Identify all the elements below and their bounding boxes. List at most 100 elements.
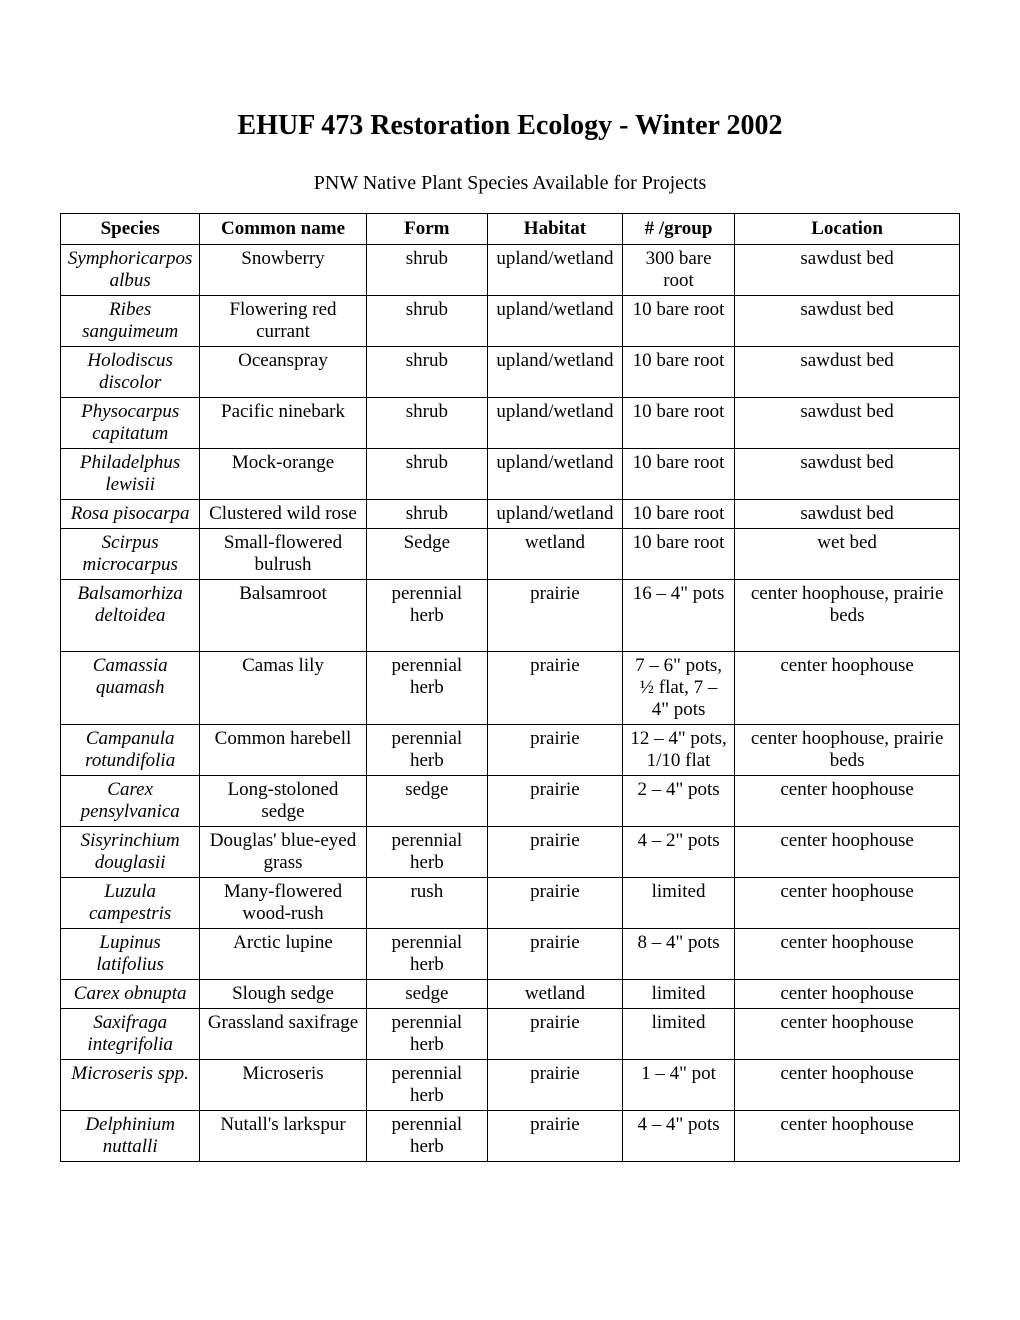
cell-location: wet bed [735,529,960,580]
cell-habitat: prairie [488,827,623,878]
cell-location: sawdust bed [735,347,960,398]
cell-habitat: prairie [488,929,623,980]
cell-location: center hoophouse [735,878,960,929]
cell-common: Common harebell [200,725,366,776]
cell-common: Camas lily [200,652,366,725]
cell-habitat: upland/wetland [488,398,623,449]
species-table: Species Common name Form Habitat # /grou… [60,213,960,1162]
header-num: # /group [622,214,734,245]
table-row: Scirpus microcarpusSmall-flowered bulrus… [61,529,960,580]
table-row: Saxifraga integrifoliaGrassland saxifrag… [61,1009,960,1060]
table-row: Delphinium nuttalliNutall's larkspurpere… [61,1111,960,1162]
cell-species: Philadelphus lewisii [61,449,200,500]
cell-num: limited [622,878,734,929]
cell-form: perennial herb [366,1060,487,1111]
cell-habitat: prairie [488,1111,623,1162]
header-habitat: Habitat [488,214,623,245]
cell-species: Campanula rotundifolia [61,725,200,776]
header-species: Species [61,214,200,245]
cell-form: shrub [366,347,487,398]
cell-num: 300 bare root [622,245,734,296]
cell-habitat: prairie [488,878,623,929]
cell-species: Lupinus latifolius [61,929,200,980]
table-row: Philadelphus lewisiiMock-orangeshrubupla… [61,449,960,500]
cell-form: rush [366,878,487,929]
cell-species: Luzula campestris [61,878,200,929]
cell-form: perennial herb [366,1111,487,1162]
cell-num: 1 – 4" pot [622,1060,734,1111]
cell-habitat: prairie [488,652,623,725]
cell-location: center hoophouse, prairie beds [735,580,960,652]
cell-common: Small-flowered bulrush [200,529,366,580]
cell-habitat: upland/wetland [488,245,623,296]
table-row: Campanula rotundifoliaCommon harebellper… [61,725,960,776]
cell-location: center hoophouse, prairie beds [735,725,960,776]
table-row: Holodiscus discolorOceansprayshrubupland… [61,347,960,398]
cell-species: Delphinium nuttalli [61,1111,200,1162]
cell-num: 4 – 2" pots [622,827,734,878]
cell-species: Physocarpus capitatum [61,398,200,449]
cell-form: shrub [366,245,487,296]
header-common: Common name [200,214,366,245]
cell-common: Flowering red currant [200,296,366,347]
cell-species: Balsamorhiza deltoidea [61,580,200,652]
cell-common: Grassland saxifrage [200,1009,366,1060]
cell-habitat: prairie [488,580,623,652]
table-body: Symphoricarpos albusSnowberryshrubupland… [61,245,960,1162]
cell-habitat: upland/wetland [488,347,623,398]
table-row: Camassia quamashCamas lilyperennial herb… [61,652,960,725]
cell-form: perennial herb [366,827,487,878]
table-header-row: Species Common name Form Habitat # /grou… [61,214,960,245]
header-form: Form [366,214,487,245]
cell-location: sawdust bed [735,398,960,449]
cell-common: Microseris [200,1060,366,1111]
cell-common: Snowberry [200,245,366,296]
page-subtitle: PNW Native Plant Species Available for P… [60,172,960,195]
cell-habitat: upland/wetland [488,296,623,347]
page-title: EHUF 473 Restoration Ecology - Winter 20… [60,110,960,142]
cell-species: Ribes sanguimeum [61,296,200,347]
table-row: Physocarpus capitatumPacific ninebarkshr… [61,398,960,449]
cell-num: 10 bare root [622,529,734,580]
cell-habitat: upland/wetland [488,500,623,529]
cell-location: center hoophouse [735,980,960,1009]
cell-location: sawdust bed [735,296,960,347]
table-row: Microseris spp.Microserisperennial herbp… [61,1060,960,1111]
cell-location: sawdust bed [735,449,960,500]
cell-species: Scirpus microcarpus [61,529,200,580]
cell-location: center hoophouse [735,827,960,878]
table-row: Sisyrinchium douglasiiDouglas' blue-eyed… [61,827,960,878]
cell-form: perennial herb [366,580,487,652]
table-row: Carex obnuptaSlough sedgesedgewetlandlim… [61,980,960,1009]
cell-num: 16 – 4" pots [622,580,734,652]
cell-common: Many-flowered wood-rush [200,878,366,929]
cell-form: perennial herb [366,725,487,776]
cell-num: 12 – 4" pots, 1/10 flat [622,725,734,776]
cell-species: Holodiscus discolor [61,347,200,398]
cell-location: center hoophouse [735,1009,960,1060]
cell-species: Microseris spp. [61,1060,200,1111]
cell-species: Saxifraga integrifolia [61,1009,200,1060]
cell-common: Slough sedge [200,980,366,1009]
cell-form: sedge [366,776,487,827]
cell-common: Nutall's larkspur [200,1111,366,1162]
cell-habitat: prairie [488,1009,623,1060]
cell-common: Oceanspray [200,347,366,398]
cell-species: Symphoricarpos albus [61,245,200,296]
cell-form: shrub [366,500,487,529]
table-row: Symphoricarpos albusSnowberryshrubupland… [61,245,960,296]
table-row: Ribes sanguimeumFlowering red currantshr… [61,296,960,347]
cell-num: 10 bare root [622,449,734,500]
cell-num: 7 – 6" pots, ½ flat, 7 – 4" pots [622,652,734,725]
table-row: Carex pensylvanicaLong-stoloned sedgesed… [61,776,960,827]
cell-num: 2 – 4" pots [622,776,734,827]
cell-form: sedge [366,980,487,1009]
cell-location: center hoophouse [735,652,960,725]
cell-habitat: prairie [488,776,623,827]
table-row: Lupinus latifoliusArctic lupineperennial… [61,929,960,980]
cell-habitat: upland/wetland [488,449,623,500]
cell-habitat: prairie [488,725,623,776]
cell-location: center hoophouse [735,776,960,827]
cell-habitat: prairie [488,1060,623,1111]
cell-common: Long-stoloned sedge [200,776,366,827]
